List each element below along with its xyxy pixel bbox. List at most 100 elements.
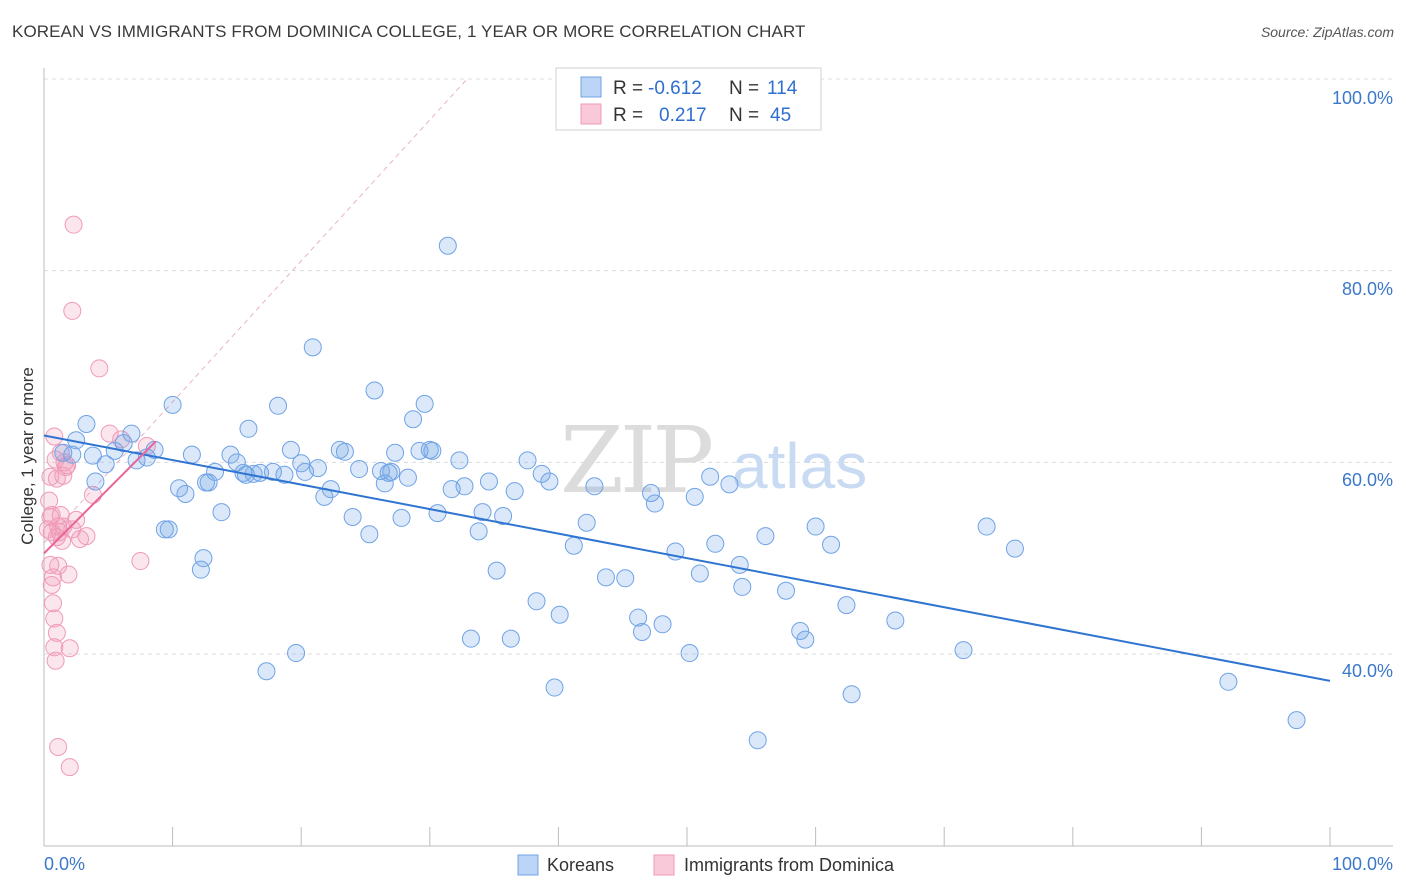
dominica-point xyxy=(131,552,150,571)
korean-point xyxy=(420,440,439,459)
korean-point xyxy=(777,581,796,600)
korean-point xyxy=(616,569,635,588)
dominica-point xyxy=(40,491,59,510)
korean-point xyxy=(518,451,537,470)
dominica-point xyxy=(77,527,96,546)
korean-point xyxy=(473,503,492,522)
korean-point xyxy=(287,644,306,663)
korean-point xyxy=(404,410,423,429)
legend-swatch-korean xyxy=(580,76,602,98)
korean-point xyxy=(822,535,841,554)
bottom-legend-label-dominica: Immigrants from Dominica xyxy=(684,855,895,875)
y-axis-label: College, 1 year or more xyxy=(18,367,37,545)
korean-point xyxy=(335,442,354,461)
korean-point xyxy=(469,522,488,541)
legend-r-label-dominica: R = xyxy=(613,105,643,126)
korean-point xyxy=(653,615,672,634)
korean-point xyxy=(977,517,996,536)
legend-r-label-korean: R = xyxy=(613,78,643,99)
bottom-legend-label-korean: Koreans xyxy=(547,855,614,875)
legend-swatch-dominica xyxy=(580,103,602,125)
korean-point xyxy=(96,455,115,474)
korean-point xyxy=(1219,672,1238,691)
korean-point xyxy=(680,644,699,663)
dominica-point xyxy=(49,737,68,756)
korean-point xyxy=(487,561,506,580)
korean-point xyxy=(527,592,546,611)
korean-point xyxy=(308,459,327,478)
korean-point xyxy=(886,611,905,630)
korean-point xyxy=(461,629,480,648)
series-legend: Koreans Immigrants from Dominica xyxy=(517,854,895,876)
y-tick-label-40: 40.0% xyxy=(1342,661,1393,681)
korean-point xyxy=(275,465,294,484)
korean-point xyxy=(730,555,749,574)
korean-point xyxy=(596,568,615,587)
watermark-zip: ZIP xyxy=(560,407,711,514)
korean-point xyxy=(86,472,105,491)
dominica-point xyxy=(46,651,65,670)
korean-point xyxy=(343,507,362,526)
dominica-point xyxy=(44,568,63,587)
chart-title: KOREAN VS IMMIGRANTS FROM DOMINICA COLLE… xyxy=(12,22,806,41)
dominica-point xyxy=(41,467,60,486)
gridlines xyxy=(44,78,1393,655)
dominica-point xyxy=(49,517,68,536)
korean-point xyxy=(505,482,524,501)
dominica-point xyxy=(45,638,64,657)
dominica-point xyxy=(38,520,57,539)
x-tick-label-0: 0.0% xyxy=(44,854,85,874)
korean-point xyxy=(303,338,322,357)
bottom-legend-swatch-korean xyxy=(517,854,539,876)
korean-point xyxy=(182,445,201,464)
korean-point xyxy=(796,630,815,649)
x-axis-ticks xyxy=(172,827,1331,846)
legend-r-value-dominica: 0.217 xyxy=(659,105,707,126)
dominica-point xyxy=(42,576,61,594)
dominica-point xyxy=(53,531,72,550)
korean-point xyxy=(410,441,429,460)
legend-r-value-korean: -0.612 xyxy=(648,78,702,99)
korean-point xyxy=(221,445,240,464)
korean-point xyxy=(292,454,311,473)
korean-point xyxy=(379,463,398,482)
korean-point xyxy=(155,520,174,539)
korean-point xyxy=(281,440,300,459)
korean-point xyxy=(641,484,660,502)
korean-point xyxy=(398,468,417,487)
korean-point xyxy=(77,415,96,433)
korean-point xyxy=(163,395,182,414)
dominica-point xyxy=(45,609,64,628)
korean-trend-line xyxy=(43,434,1331,682)
korean-point xyxy=(360,525,379,544)
korean-point xyxy=(748,731,767,750)
korean-point xyxy=(159,520,178,539)
korean-point xyxy=(1005,539,1024,558)
y-tick-label-60: 60.0% xyxy=(1342,470,1393,490)
korean-point xyxy=(701,467,720,486)
legend-n-value-dominica: 45 xyxy=(770,105,791,126)
korean-point xyxy=(269,396,288,415)
korean-point xyxy=(685,487,704,506)
dominica-point xyxy=(63,301,82,320)
korean-point xyxy=(479,472,498,491)
korean-point xyxy=(733,577,752,596)
korean-point xyxy=(212,503,231,522)
reference-diagonal xyxy=(43,77,469,544)
korean-point xyxy=(455,477,474,496)
legend-n-value-korean: 114 xyxy=(767,78,798,99)
dominica-trend-line xyxy=(43,440,157,555)
korean-point xyxy=(585,477,604,496)
dominica-point xyxy=(42,506,61,525)
korean-point xyxy=(494,507,513,525)
dominica-point xyxy=(44,594,63,613)
dominica-point xyxy=(64,215,83,234)
korean-point xyxy=(501,629,520,648)
y-tick-label-100: 100.0% xyxy=(1332,88,1393,108)
dominica-point xyxy=(60,758,79,777)
korean-points xyxy=(54,236,1306,750)
korean-point xyxy=(720,475,739,494)
korean-point xyxy=(257,662,276,681)
korean-point xyxy=(350,460,369,479)
